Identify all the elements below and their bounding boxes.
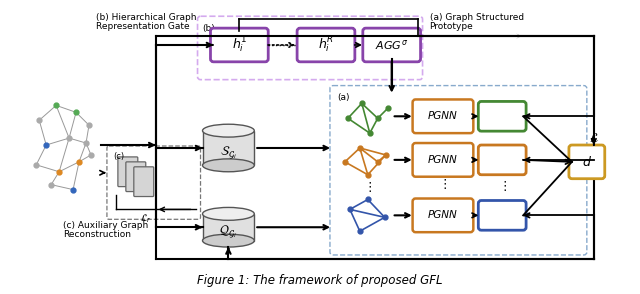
Text: $AGG^\sigma$: $AGG^\sigma$ (375, 38, 408, 52)
Text: $d$: $d$ (582, 155, 592, 169)
Ellipse shape (202, 159, 254, 172)
Text: $\mathcal{S}_{\mathcal{G}_i}$: $\mathcal{S}_{\mathcal{G}_i}$ (220, 145, 237, 161)
FancyBboxPatch shape (211, 28, 268, 62)
Text: $\vdots$: $\vdots$ (364, 180, 372, 194)
Text: $\mathcal{Q}_{\mathcal{G}_i}$: $\mathcal{Q}_{\mathcal{G}_i}$ (220, 223, 237, 240)
FancyBboxPatch shape (478, 201, 526, 230)
Text: PGNN: PGNN (428, 111, 458, 121)
FancyBboxPatch shape (297, 28, 355, 62)
FancyBboxPatch shape (569, 145, 605, 179)
Text: $h_i^R$: $h_i^R$ (318, 35, 334, 55)
Text: $\mathcal{L}$: $\mathcal{L}$ (589, 132, 599, 145)
Text: PGNN: PGNN (428, 155, 458, 165)
Ellipse shape (202, 208, 254, 220)
Text: Representation Gate: Representation Gate (96, 22, 189, 31)
FancyBboxPatch shape (118, 157, 138, 187)
Text: (a): (a) (337, 93, 349, 101)
FancyBboxPatch shape (478, 145, 526, 175)
FancyBboxPatch shape (413, 143, 474, 177)
FancyBboxPatch shape (413, 99, 474, 133)
Text: $\mathcal{L}_r$: $\mathcal{L}_r$ (140, 212, 152, 225)
Text: PGNN: PGNN (428, 210, 458, 220)
Text: $\vdots$: $\vdots$ (498, 179, 507, 193)
Text: (c) Auxiliary Graph: (c) Auxiliary Graph (63, 221, 148, 230)
FancyBboxPatch shape (126, 162, 146, 192)
FancyBboxPatch shape (134, 167, 154, 196)
Text: Figure 1: The framework of proposed GFL: Figure 1: The framework of proposed GFL (197, 274, 443, 287)
FancyBboxPatch shape (413, 198, 474, 232)
FancyBboxPatch shape (478, 101, 526, 131)
Bar (202, 131, 254, 165)
Text: (c): (c) (113, 152, 124, 161)
Ellipse shape (202, 124, 254, 137)
Ellipse shape (202, 234, 254, 247)
Text: Reconstruction: Reconstruction (63, 230, 131, 239)
Text: (b): (b) (202, 24, 215, 33)
Text: (a) Graph Structured: (a) Graph Structured (429, 13, 524, 22)
Bar (202, 214, 254, 240)
Text: $h_i^1$: $h_i^1$ (232, 35, 247, 55)
Text: $\vdots$: $\vdots$ (438, 177, 447, 191)
Text: (b) Hierarchical Graph: (b) Hierarchical Graph (96, 13, 196, 22)
FancyBboxPatch shape (363, 28, 420, 62)
Text: Prototype: Prototype (429, 22, 473, 31)
